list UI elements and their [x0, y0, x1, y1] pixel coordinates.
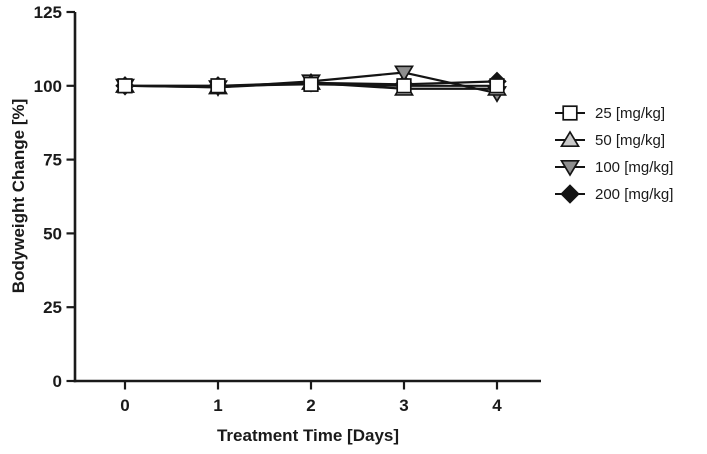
triangle-up-legend-icon	[555, 130, 585, 148]
y-axis-ticks: 0 25 50 75 100 125	[34, 3, 75, 391]
y-tick-label: 100	[34, 77, 62, 96]
y-tick-label: 125	[34, 3, 62, 22]
x-tick-label: 1	[213, 396, 222, 415]
x-tick-label: 2	[306, 396, 315, 415]
square-marker	[303, 76, 319, 92]
legend-item: 200 [mg/kg]	[552, 184, 673, 204]
square-marker	[117, 78, 133, 94]
x-axis-title: Treatment Time [Days]	[217, 426, 399, 445]
legend-item: 50 [mg/kg]	[552, 130, 673, 150]
legend-label: 100 [mg/kg]	[595, 158, 674, 176]
y-tick-label: 75	[43, 151, 62, 170]
legend-label: 200 [mg/kg]	[595, 185, 674, 203]
y-tick-label: 0	[53, 372, 62, 391]
legend-label: 50 [mg/kg]	[595, 131, 666, 149]
diamond-marker	[560, 184, 580, 204]
triangle-down-legend-icon	[555, 159, 585, 177]
x-tick-label: 4	[492, 396, 502, 415]
square-marker	[396, 78, 412, 94]
y-tick-label: 50	[43, 224, 62, 243]
triangle-down-marker	[560, 159, 580, 177]
square-marker	[210, 78, 226, 94]
legend-item: 25 [mg/kg]	[552, 103, 673, 123]
x-axis-ticks: 0 1 2 3 4	[120, 381, 502, 415]
square-marker	[489, 78, 505, 94]
legend-label: 25 [mg/kg]	[595, 104, 666, 122]
legend-item: 100 [mg/kg]	[552, 157, 673, 177]
x-tick-label: 0	[120, 396, 129, 415]
triangle-up-marker	[560, 130, 580, 148]
square-legend-icon	[555, 105, 585, 121]
y-axis-title: Bodyweight Change [%]	[9, 99, 28, 294]
x-tick-label: 3	[399, 396, 408, 415]
square-marker	[562, 105, 578, 121]
diamond-legend-icon	[555, 184, 585, 204]
y-tick-label: 25	[43, 298, 62, 317]
chart-legend: 25 [mg/kg] 50 [mg/kg] 100 [mg/kg] 200 [mg/k…	[552, 103, 673, 204]
triangle-down-marker	[394, 65, 414, 83]
data-series	[115, 65, 507, 103]
